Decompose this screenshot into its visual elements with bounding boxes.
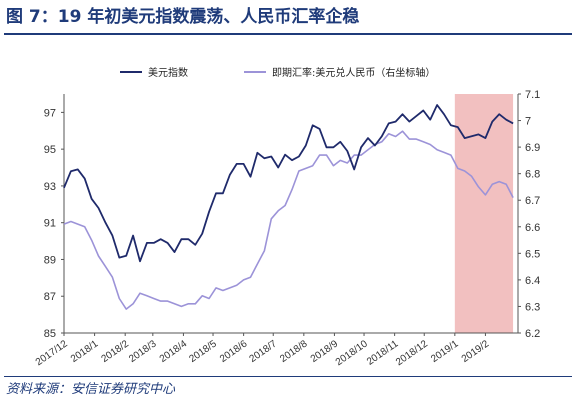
- y-left-tick-label: 89: [44, 254, 56, 266]
- y-right-tick-label: 6.7: [525, 195, 540, 207]
- x-tick-label: 2018/10: [334, 338, 370, 368]
- series-line-dxy: [63, 104, 514, 263]
- highlight-region: [454, 94, 514, 333]
- y-right-tick-label: 6.9: [525, 142, 540, 154]
- y-left-tick-label: 91: [44, 218, 56, 230]
- x-tick-label: 2019/2: [460, 338, 492, 365]
- title-divider: [4, 33, 572, 35]
- y-left-tick-label: 95: [44, 144, 56, 156]
- y-left-tick-label: 87: [44, 291, 56, 303]
- y-left-tick-label: 85: [44, 328, 56, 340]
- x-tick-label: 2018/8: [278, 338, 310, 365]
- y-right-tick-label: 6.4: [525, 275, 540, 287]
- y-right-tick-label: 6.8: [525, 169, 540, 181]
- y-left-tick-label: 97: [44, 107, 56, 119]
- legend-label-cny: 即期汇率:美元兑人民币（右坐标轴）: [272, 66, 435, 79]
- x-tick-label: 2018/4: [158, 338, 190, 365]
- x-tick-label: 2017/12: [34, 338, 70, 368]
- x-tick-label: 2018/6: [218, 338, 250, 365]
- x-tick-label: 2018/3: [127, 338, 159, 365]
- chart-title: 图 7：19 年初美元指数震荡、人民币汇率企稳: [6, 7, 360, 27]
- y-right-tick-label: 7: [525, 116, 531, 128]
- x-tick-label: 2018/7: [248, 338, 280, 365]
- series-group: [63, 104, 514, 310]
- x-tick-label: 2018/1: [69, 338, 101, 365]
- y-right-tick-label: 6.2: [525, 328, 540, 340]
- x-tick-label: 2018/2: [100, 338, 132, 365]
- x-tick-label: 2018/11: [365, 338, 401, 368]
- y-left-tick-label: 93: [44, 181, 56, 193]
- source-note: 资料来源：安信证券研究中心: [6, 382, 176, 397]
- chart: 85 87 89 91 93 95 97 6.2 6.3 6.4 6.5 6.6 6.7 6.8 6.9 7 7…: [34, 66, 541, 368]
- y-right-tick-label: 6.5: [525, 248, 540, 260]
- x-tick-label: 2018/5: [187, 338, 219, 365]
- y-right-tick-label: 7.1: [525, 89, 540, 101]
- x-tick-label: 2019/1: [429, 338, 461, 365]
- footer-divider: [4, 376, 572, 377]
- y-right-tick-label: 6.6: [525, 222, 540, 234]
- legend-label-dxy: 美元指数: [148, 66, 188, 79]
- legend: 美元指数 即期汇率:美元兑人民币（右坐标轴）: [120, 66, 435, 79]
- series-line-cny: [63, 130, 514, 310]
- x-tick-label: 2018/12: [394, 338, 430, 368]
- y-right-tick-label: 6.3: [525, 301, 540, 313]
